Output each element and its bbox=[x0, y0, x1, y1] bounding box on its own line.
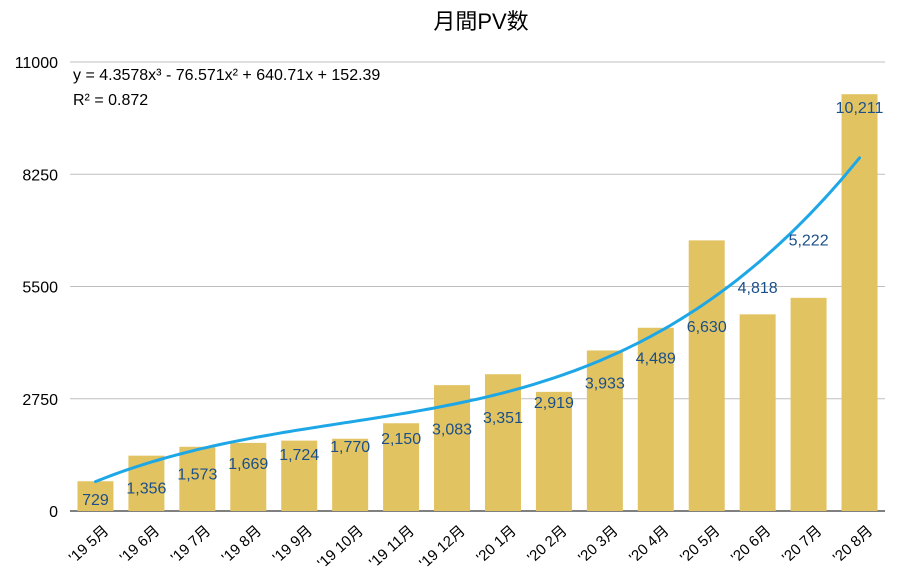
x-tick-label: '20 1月 bbox=[473, 522, 519, 566]
data-label: 3,933 bbox=[585, 376, 625, 393]
x-tick-label: '19 10月 bbox=[314, 522, 367, 572]
bar bbox=[281, 440, 318, 511]
trendline bbox=[94, 156, 861, 484]
x-tick-label: '19 9月 bbox=[270, 522, 316, 566]
x-tick-label: '19 11月 bbox=[366, 522, 418, 571]
data-label: 5,222 bbox=[789, 232, 829, 249]
y-tick-label: 8250 bbox=[22, 167, 58, 184]
bar bbox=[739, 314, 776, 511]
bar bbox=[179, 446, 216, 511]
data-label: 3,351 bbox=[483, 410, 523, 427]
x-tick-label: '19 7月 bbox=[168, 522, 214, 566]
data-label: 1,669 bbox=[228, 456, 268, 473]
data-labels: 729 1,356 1,573 1,669 1,724 1,770 2,150 3,083 3,… bbox=[82, 100, 883, 509]
chart-title: 月間PV数 bbox=[433, 9, 528, 34]
x-axis-ticks: '19 5月 '19 6月 '19 7月 '19 8月 '19 9月'19 10月 '19… bbox=[66, 522, 876, 572]
x-tick-label: '20 8月 bbox=[830, 522, 876, 566]
data-label: 4,818 bbox=[738, 280, 778, 297]
y-tick-label: 5500 bbox=[22, 280, 58, 297]
bar bbox=[77, 481, 114, 511]
data-label: 1,573 bbox=[177, 467, 217, 484]
x-tick-label: '19 6月 bbox=[117, 522, 163, 566]
x-tick-label: '20 2月 bbox=[524, 522, 570, 566]
bar bbox=[688, 240, 725, 511]
x-tick-label: '19 12月 bbox=[416, 522, 469, 572]
x-tick-label: '20 6月 bbox=[728, 522, 774, 566]
bar bbox=[586, 350, 623, 511]
data-label: 1,770 bbox=[330, 439, 370, 456]
x-tick-label: '20 3月 bbox=[575, 522, 621, 566]
x-tick-label: '19 5月 bbox=[66, 522, 112, 566]
trendline-equation: y = 4.3578x³ - 76.571x² + 640.71x + 152.… bbox=[73, 67, 380, 84]
bars bbox=[77, 94, 878, 512]
trendline-r-squared: R² = 0.872 bbox=[73, 92, 148, 109]
bar bbox=[383, 423, 420, 511]
bar bbox=[790, 297, 827, 511]
data-label: 1,356 bbox=[126, 481, 166, 498]
data-label: 1,724 bbox=[279, 447, 319, 464]
data-label: 729 bbox=[82, 492, 109, 509]
bar bbox=[535, 391, 572, 511]
bar bbox=[332, 438, 369, 511]
y-tick-label: 11000 bbox=[15, 55, 58, 72]
data-label: 2,919 bbox=[534, 395, 574, 412]
y-axis-ticks: 0 2750 5500 8250 11000 bbox=[15, 55, 58, 521]
data-label: 6,630 bbox=[687, 319, 727, 336]
x-tick-label: '20 4月 bbox=[626, 522, 672, 566]
x-tick-label: '20 7月 bbox=[779, 522, 825, 566]
data-label: 2,150 bbox=[381, 431, 421, 448]
bar bbox=[230, 442, 267, 511]
data-label: 3,083 bbox=[432, 422, 472, 439]
y-tick-label: 0 bbox=[49, 504, 58, 521]
data-label: 10,211 bbox=[836, 100, 884, 117]
y-tick-label: 2750 bbox=[22, 392, 58, 409]
trendline-layer bbox=[94, 156, 861, 484]
bar bbox=[637, 327, 674, 511]
x-tick-label: '19 8月 bbox=[219, 522, 265, 566]
bar bbox=[841, 94, 878, 512]
x-tick-label: '20 5月 bbox=[677, 522, 723, 566]
data-label: 4,489 bbox=[636, 351, 676, 368]
